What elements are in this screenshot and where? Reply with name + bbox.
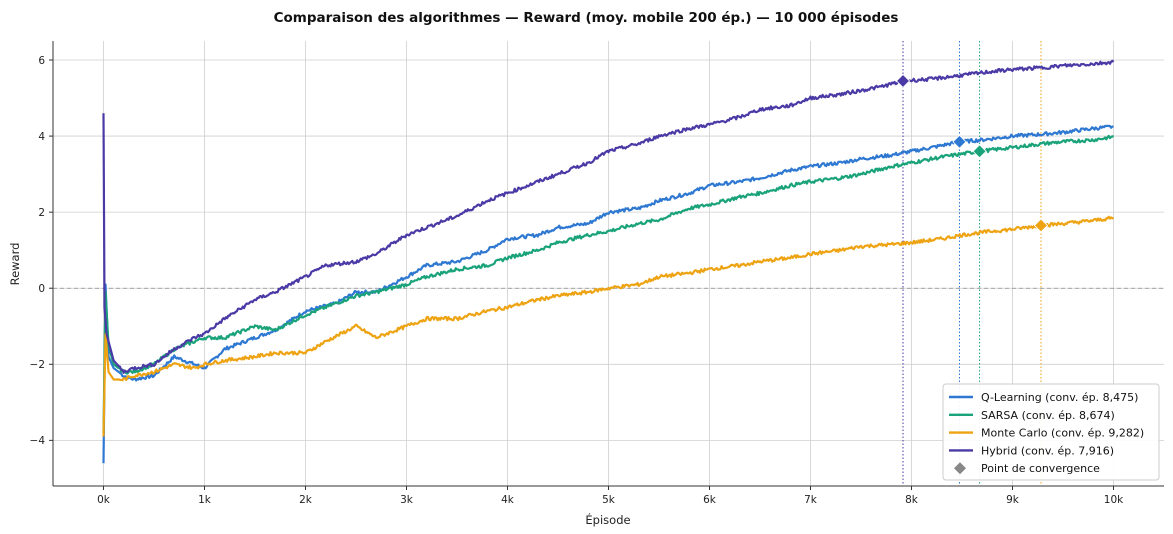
- legend-entry-label: Point de convergence: [981, 462, 1100, 475]
- x-tick-label: 7k: [804, 494, 818, 506]
- series-line: [102, 59, 1115, 374]
- y-tick-label: −2: [30, 359, 45, 371]
- x-tick-label: 4k: [501, 494, 515, 506]
- legend: Q-Learning (conv. ép. 8,475) SARSA (conv.…: [942, 383, 1160, 481]
- convergence-markers: [895, 73, 1049, 233]
- legend-marker-diamond: [954, 462, 966, 475]
- legend-entry-label: Hybrid (conv. ép. 7,916): [981, 444, 1114, 457]
- convergence-lines: [902, 41, 1042, 486]
- x-tick-label: 5k: [602, 494, 616, 506]
- x-tick-label: 8k: [905, 494, 919, 506]
- convergence-marker: [972, 144, 987, 159]
- convergence-marker: [952, 134, 967, 149]
- y-axis-ticks: −4 −2 0 2 4 6: [30, 55, 53, 447]
- series-line: [102, 124, 1114, 464]
- y-tick-label: −4: [30, 435, 46, 447]
- y-axis-label: Reward: [8, 243, 22, 286]
- legend-box: [942, 383, 1160, 481]
- series-line: [102, 215, 1114, 437]
- x-tick-label: 1k: [198, 494, 212, 506]
- x-tick-label: 6k: [703, 494, 717, 506]
- legend-entry-label: SARSA (conv. ép. 8,674): [981, 409, 1115, 422]
- y-tick-label: 2: [38, 207, 45, 219]
- x-tick-label: 10k: [1104, 494, 1124, 506]
- series-layer: [102, 59, 1115, 464]
- x-tick-label: 3k: [400, 494, 414, 506]
- x-tick-label: 2k: [299, 494, 313, 506]
- series-line: [102, 134, 1114, 433]
- convergence-marker: [1033, 218, 1049, 233]
- x-tick-label: 9k: [1006, 494, 1020, 506]
- convergence-marker: [895, 73, 911, 89]
- x-tick-label: 0k: [97, 494, 111, 506]
- x-axis-label: Épisode: [585, 512, 630, 527]
- x-axis-ticks: 0k 1k 2k 3k 4k 5k 6k 7k 8k 9k 10k: [97, 486, 1124, 506]
- y-tick-label: 6: [38, 55, 45, 67]
- y-tick-label: 4: [38, 131, 45, 143]
- chart-title: Comparaison des algorithmes — Reward (mo…: [274, 10, 899, 26]
- legend-entry-label: Monte Carlo (conv. ép. 9,282): [981, 427, 1144, 440]
- y-tick-label: 0: [38, 283, 45, 295]
- legend-entry-label: Q-Learning (conv. ép. 8,475): [981, 391, 1138, 404]
